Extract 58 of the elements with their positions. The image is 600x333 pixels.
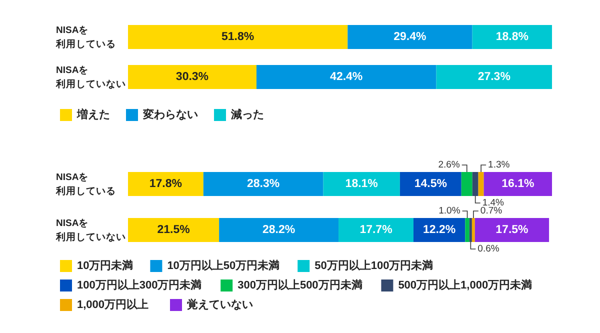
data-label: 30.3%: [176, 71, 209, 83]
bar: [472, 172, 478, 196]
bar: [128, 65, 256, 89]
legend-label: 500万円以上1,000万円未満: [398, 278, 532, 292]
legend-label: 変わらない: [142, 108, 198, 121]
bar: [436, 65, 552, 89]
legend-label: 1,000万円以上: [77, 298, 149, 311]
legend-label: 10万円未満: [77, 259, 134, 272]
bar: [256, 65, 436, 89]
bar: [474, 218, 550, 242]
legend-label: 覚えていない: [187, 298, 253, 311]
legend-label: 増えた: [76, 108, 110, 121]
data-label: 2.6%: [438, 160, 460, 170]
bar: [219, 218, 339, 242]
data-label: 18.1%: [345, 178, 378, 190]
bar: [203, 172, 324, 196]
bar: [469, 218, 472, 242]
data-label: 0.7%: [480, 206, 503, 216]
data-label: 28.2%: [262, 224, 296, 236]
bar: [478, 172, 484, 196]
data-label: 1.4%: [482, 198, 505, 208]
data-label: 42.4%: [330, 71, 363, 83]
data-label: 27.3%: [478, 71, 510, 83]
data-label: 29.4%: [394, 31, 426, 43]
data-label: 17.7%: [360, 224, 392, 236]
bar: [484, 172, 552, 196]
bar: [400, 172, 462, 196]
data-label: 17.5%: [496, 224, 528, 236]
data-label: 1.0%: [438, 206, 461, 216]
legend-label: 300万円以上500万円未満: [238, 278, 362, 292]
data-label: 51.8%: [222, 31, 254, 43]
bar: [128, 25, 348, 49]
data-label: 12.2%: [423, 224, 456, 236]
bar: [128, 218, 220, 242]
data-label: 18.8%: [496, 31, 528, 43]
legend-label: 10万円以上50万円未満: [167, 259, 280, 272]
bar: [323, 172, 400, 196]
data-label: 16.1%: [502, 178, 534, 190]
legend-label: 50万円以上100万円未満: [314, 259, 434, 272]
bar: [472, 218, 475, 242]
data-label: 17.8%: [149, 178, 182, 190]
bar: [461, 172, 472, 196]
bar: [472, 25, 552, 49]
legend-label: 100万円以上300万円未満: [77, 278, 202, 292]
data-label: 28.3%: [247, 178, 280, 190]
y-tick-label: NISAを利用していない: [55, 64, 126, 90]
bar: [338, 218, 414, 242]
legend-label: 減った: [230, 108, 264, 121]
data-label: 1.3%: [488, 160, 510, 170]
data-label: 21.5%: [157, 224, 190, 236]
data-label: 14.5%: [414, 178, 447, 190]
y-tick-label: NISAを利用していない: [55, 218, 126, 243]
data-label: 0.6%: [478, 244, 500, 254]
bar: [465, 218, 470, 242]
y-tick-label: NISAを利用している: [55, 24, 116, 50]
bar: [128, 172, 204, 196]
y-tick-label: NISAを利用している: [55, 172, 116, 197]
bar: [348, 25, 472, 49]
